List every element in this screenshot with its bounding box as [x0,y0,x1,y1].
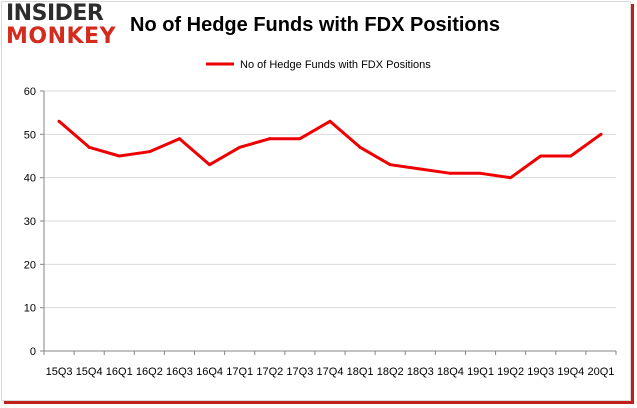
x-tick-label: 16Q3 [166,366,193,378]
series-layer [57,119,603,180]
x-tick-label: 20Q1 [587,366,614,378]
x-tick-label: 19Q1 [467,366,494,378]
x-tick-label: 19Q3 [527,366,554,378]
data-point [509,176,513,180]
data-point [448,171,452,175]
x-tick-label: 19Q4 [557,366,584,378]
x-tick-label: 18Q1 [347,366,374,378]
y-tick-label: 10 [24,303,36,315]
data-point [87,145,91,149]
data-point [117,154,121,158]
x-tick-label: 18Q4 [437,366,464,378]
y-tick-label: 40 [24,173,36,185]
data-point [238,145,242,149]
data-point [177,137,181,141]
gridlines [44,90,616,309]
x-tick-label: 16Q2 [136,366,163,378]
data-point [328,119,332,123]
x-tick-label: 17Q2 [256,366,283,378]
y-axis-ticks: 0 10 20 30 40 50 60 [24,86,36,358]
data-point [569,154,573,158]
x-axis-ticks: 15Q3 15Q4 16Q1 16Q2 16Q3 16Q4 17Q1 17Q2 17Q3 17Q4… [46,366,615,378]
legend-label: No of Hedge Funds with FDX Positions [240,59,431,71]
x-tick-label: 15Q4 [76,366,103,378]
chart-title: No of Hedge Funds with FDX Positions [130,14,500,36]
x-tick-label: 17Q4 [317,366,344,378]
x-tick-label: 18Q3 [407,366,434,378]
series-line [57,119,603,180]
data-point [388,163,392,167]
x-tick-label: 18Q2 [377,366,404,378]
x-tick-label: 16Q4 [196,366,223,378]
legend: No of Hedge Funds with FDX Positions [206,59,431,71]
x-tick-label: 17Q3 [286,366,313,378]
data-point [147,150,151,154]
y-tick-label: 50 [24,129,36,141]
x-tick-label: 19Q2 [497,366,524,378]
data-point [208,163,212,167]
logo-line-2: MONKEY [6,24,117,49]
data-point [57,119,61,123]
data-point [418,167,422,171]
y-tick-label: 0 [30,346,36,358]
y-tick-label: 20 [24,259,36,271]
data-point [358,145,362,149]
data-point [268,137,272,141]
x-tick-label: 15Q3 [46,366,73,378]
y-tick-label: 60 [24,86,36,98]
axes [40,90,617,355]
x-tick-label: 16Q1 [106,366,133,378]
chart-frame [1,1,631,401]
insider-monkey-logo: INSIDER MONKEY [6,3,116,48]
data-point [479,171,483,175]
data-point [539,154,543,158]
x-tick-label: 17Q1 [226,366,253,378]
y-tick-label: 30 [24,216,36,228]
data-point [298,137,302,141]
data-point [599,132,603,136]
logo-line-1: INSIDER [6,1,104,26]
